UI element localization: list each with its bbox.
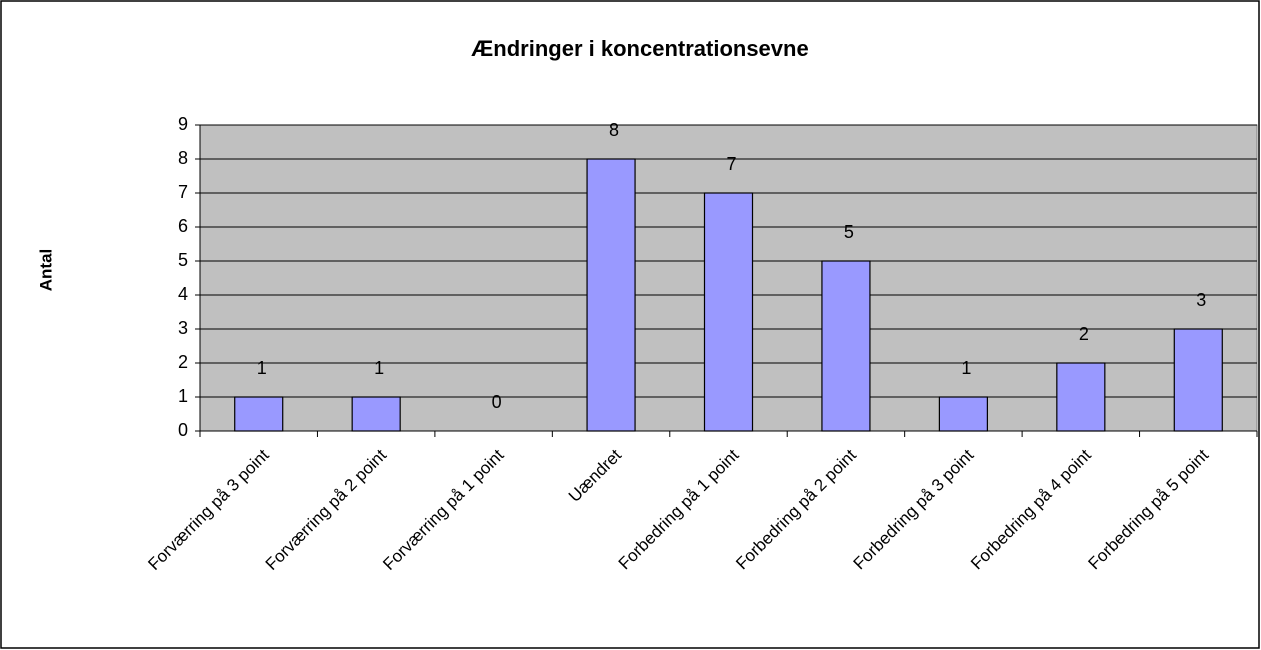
bar [1173,328,1223,432]
y-tick-label: 2 [178,352,188,372]
bar [1056,362,1106,432]
y-tick-label: 0 [178,420,188,440]
y-tick-label: 9 [178,114,188,134]
y-tick-label: 6 [178,216,188,236]
bar [938,396,988,432]
data-label: 1 [257,358,267,378]
data-label: 0 [492,392,502,412]
y-tick-label: 1 [178,386,188,406]
data-label: 8 [609,120,619,140]
bar [586,158,636,432]
data-label: 7 [726,154,736,174]
data-label: 1 [961,358,971,378]
y-tick-label: 5 [178,250,188,270]
y-tick-label: 7 [178,182,188,202]
y-tick-label: 4 [178,284,188,304]
bar [821,260,871,432]
data-label: 1 [374,358,384,378]
y-axis-label: Antal [36,249,55,292]
data-label: 5 [844,222,854,242]
bar [234,396,284,432]
bar [351,396,401,432]
y-tick-label: 3 [178,318,188,338]
data-label: 3 [1196,290,1206,310]
y-tick-label: 8 [178,148,188,168]
bar [703,192,754,432]
data-label: 2 [1079,324,1089,344]
chart-title: Ændringer i koncentrationsevne [471,36,808,61]
